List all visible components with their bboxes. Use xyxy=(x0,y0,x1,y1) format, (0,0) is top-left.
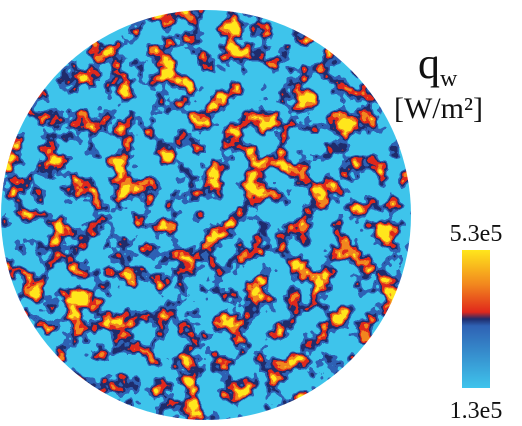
colorbar xyxy=(462,250,490,388)
field-texture xyxy=(0,0,412,426)
chart-title: qw xyxy=(418,39,458,92)
colorbar-tick-label: 1.3e5 xyxy=(450,398,503,424)
colorbar-tick-label: 5.3e5 xyxy=(450,221,503,247)
unit-label: [W/m²] xyxy=(394,92,483,125)
figure: qw [W/m²] 5.3e5 1.3e5 xyxy=(0,0,522,426)
contour-field xyxy=(0,0,412,426)
